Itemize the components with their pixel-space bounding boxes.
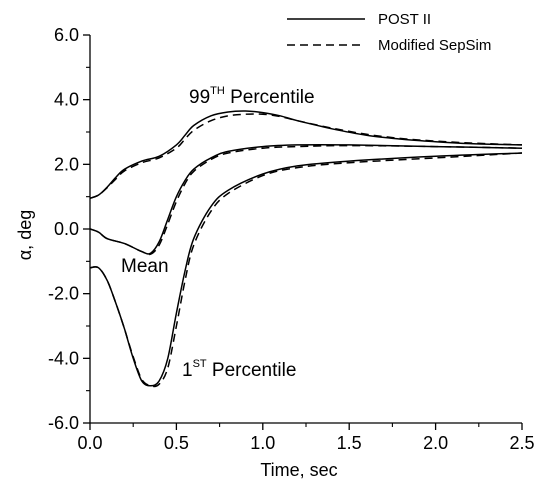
y-tick-label: -2.0	[48, 284, 79, 304]
series-line-mean-solid	[89, 144, 523, 255]
annotation-99th-pre: 99	[189, 87, 210, 108]
x-tick-label: 2.5	[509, 433, 534, 453]
legend-label-solid: POST II	[378, 11, 431, 28]
annotation-99th-percentile: 99TH Percentile	[189, 85, 315, 108]
plot-area	[89, 110, 523, 388]
series-line-mean-dashed	[89, 144, 523, 256]
y-tick-label: 4.0	[54, 90, 79, 110]
legend: POST II Modified SepSim	[287, 11, 491, 54]
annotation-99th-sup: TH	[210, 85, 225, 97]
series-line-1st-percentile-dashed	[89, 152, 523, 388]
y-tick-label: 2.0	[54, 154, 79, 174]
legend-label-dashed: Modified SepSim	[378, 37, 491, 54]
axes: -6.0 -4.0 -2.0 0.0 2.0 4.0 6.0 0.0 0.5 1.0 1.5 2.0 2…	[48, 25, 535, 453]
annotation-99th-post: Percentile	[225, 87, 315, 108]
x-axis-title: Time, sec	[260, 460, 337, 480]
annotation-1st-post: Percentile	[207, 360, 297, 381]
x-tick-label: 0.5	[164, 433, 189, 453]
x-tick-label: 1.0	[250, 433, 275, 453]
y-tick-label: 6.0	[54, 25, 79, 45]
x-tick-label: 0.0	[77, 433, 102, 453]
x-tick-label: 1.5	[337, 433, 362, 453]
annotation-mean: Mean	[121, 256, 169, 277]
series-line-99th-percentile-solid	[89, 110, 523, 200]
y-tick-label: -6.0	[48, 413, 79, 433]
y-tick-label: 0.0	[54, 219, 79, 239]
x-tick-label: 2.0	[423, 433, 448, 453]
y-tick-label: -4.0	[48, 348, 79, 368]
annotation-1st-percentile: 1ST Percentile	[182, 358, 296, 381]
annotation-1st-pre: 1	[182, 360, 193, 381]
y-axis-title: α, deg	[15, 210, 35, 260]
annotation-1st-sup: ST	[193, 358, 207, 370]
